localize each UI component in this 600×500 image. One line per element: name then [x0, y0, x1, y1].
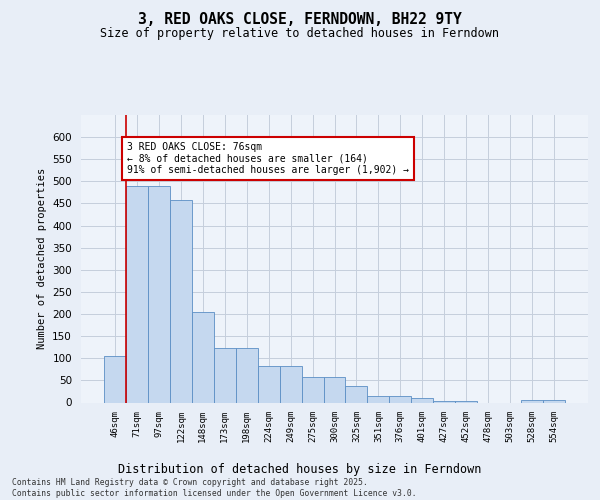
- Bar: [104, 356, 126, 403]
- Bar: [126, 186, 148, 402]
- Text: Contains HM Land Registry data © Crown copyright and database right 2025.
Contai: Contains HM Land Registry data © Crown c…: [12, 478, 416, 498]
- Bar: [148, 186, 170, 402]
- Bar: [521, 400, 543, 402]
- Bar: [236, 348, 257, 403]
- Bar: [455, 401, 477, 402]
- Bar: [170, 200, 192, 402]
- Bar: [257, 366, 280, 403]
- Text: Distribution of detached houses by size in Ferndown: Distribution of detached houses by size …: [118, 462, 482, 475]
- Bar: [412, 398, 433, 402]
- Bar: [433, 401, 455, 402]
- Bar: [214, 348, 236, 403]
- Y-axis label: Number of detached properties: Number of detached properties: [37, 168, 47, 350]
- Bar: [280, 366, 302, 403]
- Text: Size of property relative to detached houses in Ferndown: Size of property relative to detached ho…: [101, 28, 499, 40]
- Bar: [302, 378, 323, 402]
- Text: 3, RED OAKS CLOSE, FERNDOWN, BH22 9TY: 3, RED OAKS CLOSE, FERNDOWN, BH22 9TY: [138, 12, 462, 28]
- Bar: [543, 400, 565, 402]
- Bar: [192, 312, 214, 402]
- Bar: [346, 386, 367, 402]
- Bar: [367, 396, 389, 402]
- Bar: [323, 378, 346, 402]
- Bar: [389, 396, 412, 402]
- Text: 3 RED OAKS CLOSE: 76sqm
← 8% of detached houses are smaller (164)
91% of semi-de: 3 RED OAKS CLOSE: 76sqm ← 8% of detached…: [127, 142, 409, 174]
